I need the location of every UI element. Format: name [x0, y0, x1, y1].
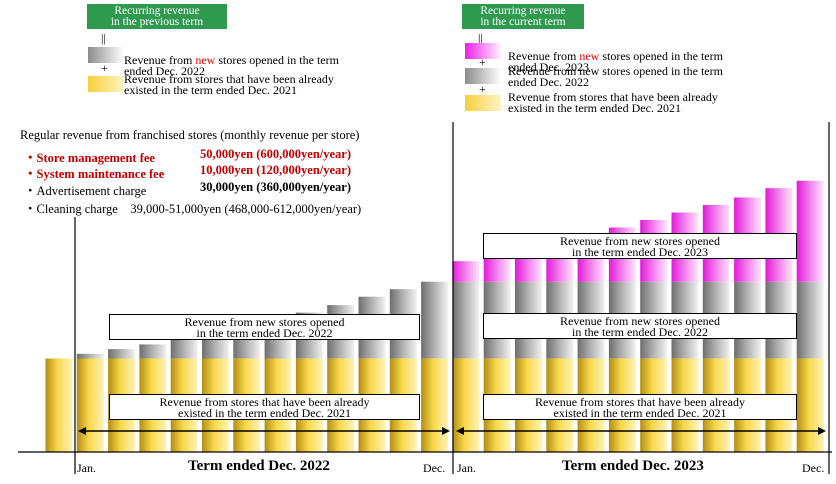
legend-swatch-gray-prev	[88, 47, 124, 63]
legend-swatch-gray-curr	[465, 68, 501, 84]
axis-label-jan-2022: Jan.	[77, 461, 96, 475]
fee-list-title: Regular revenue from franchised stores (…	[20, 128, 360, 142]
legend-text-post: stores opened in the term ended Dec. 202…	[124, 53, 339, 78]
legend-swatch-pink-curr	[465, 43, 501, 59]
term-label-2022: Term ended Dec. 2022	[188, 458, 330, 474]
axis-label-dec-2023: Dec.	[802, 461, 825, 475]
legend-text-new: new	[579, 49, 600, 63]
plus-sign-prev: +	[101, 61, 108, 75]
bar-pink-13	[452, 261, 480, 282]
legend-text-pre: Revenue from	[124, 53, 196, 67]
legend-text-post: stores opened in the term ended Dec. 202…	[508, 49, 723, 74]
bar-gray-24	[796, 281, 824, 359]
curr-term-header: Recurring revenue in the current term	[462, 4, 584, 29]
legend-existing-2021-curr: Revenue from stores that have been alrea…	[508, 90, 718, 115]
term-2022-arrow	[78, 427, 450, 435]
bar-gray-12	[421, 281, 449, 359]
axis-label-jan-2023: Jan.	[457, 461, 476, 475]
bar-gold-1	[76, 358, 104, 452]
annotation-new-2022-left: Revenue from new stores opened in the te…	[109, 314, 420, 340]
legend-swatch-gold-prev	[88, 76, 124, 92]
fee-label: ・Advertisement charge	[24, 184, 147, 198]
legend-text-new: new	[195, 53, 216, 67]
equals-sign-curr: ||	[478, 31, 483, 45]
bar-gray-3	[139, 344, 167, 359]
prev-term-header: Recurring revenue in the previous term	[87, 4, 227, 29]
axis-label-dec-2022: Dec.	[423, 461, 446, 475]
annotation-new-2023: Revenue from new stores opened in the te…	[483, 233, 797, 259]
annotation-existing-2021-right: Revenue from stores that have been alrea…	[483, 394, 797, 420]
legend-new-2023-curr: Revenue from new stores opened in the te…	[508, 40, 723, 73]
bar-gray-13	[452, 281, 480, 359]
fee-cleaning: ・Cleaning charge 39,000-51,000yen (468,0…	[24, 202, 362, 216]
bar-gray-1	[76, 353, 104, 359]
term-2023-arrow	[456, 427, 826, 435]
legend-existing-2021-prev: Revenue from stores that have been alrea…	[124, 72, 334, 97]
bar-gold-24	[796, 358, 824, 452]
bar-pink-24	[796, 180, 824, 282]
legend-new-2022-curr: Revenue from new stores opened in the te…	[508, 64, 723, 89]
term-label-2023: Term ended Dec. 2023	[562, 458, 704, 474]
fee-amount: 30,000yen (360,000yen/year)	[200, 180, 352, 194]
equals-sign-prev: ||	[101, 31, 106, 45]
legend-new-2022-prev: Revenue from new stores opened in the te…	[124, 44, 339, 77]
legend-swatch-gold-curr	[465, 95, 501, 111]
fee-amount: 10,000yen (120,000yen/year)	[200, 163, 352, 177]
fee-label: ・Store management fee	[24, 151, 155, 165]
bar-gray-2	[108, 349, 136, 359]
bar-pink-14	[483, 254, 511, 282]
bar-gold-0	[45, 358, 73, 452]
fee-advertisement: ・Advertisement charge 30,000yen (360,000y…	[24, 180, 351, 199]
annotation-new-2022-right: Revenue from new stores opened in the te…	[483, 313, 797, 339]
fee-system-maintenance: ・System maintenance fee 10,000yen (120,00…	[24, 163, 351, 182]
legend-text-pre: Revenue from	[508, 49, 580, 63]
bar-gold-12	[421, 358, 449, 452]
fee-amount: 50,000yen (600,000yen/year)	[200, 147, 352, 161]
bar-gold-13	[452, 358, 480, 452]
plus-sign-curr-2: +	[479, 82, 486, 96]
fee-label: ・System maintenance fee	[24, 167, 165, 181]
plus-sign-curr-1: +	[479, 55, 486, 69]
fee-store-management: ・Store management fee 50,000yen (600,000y…	[24, 147, 351, 166]
annotation-existing-2021-left: Revenue from stores that have been alrea…	[109, 394, 420, 420]
bar-gray-4	[170, 339, 198, 359]
